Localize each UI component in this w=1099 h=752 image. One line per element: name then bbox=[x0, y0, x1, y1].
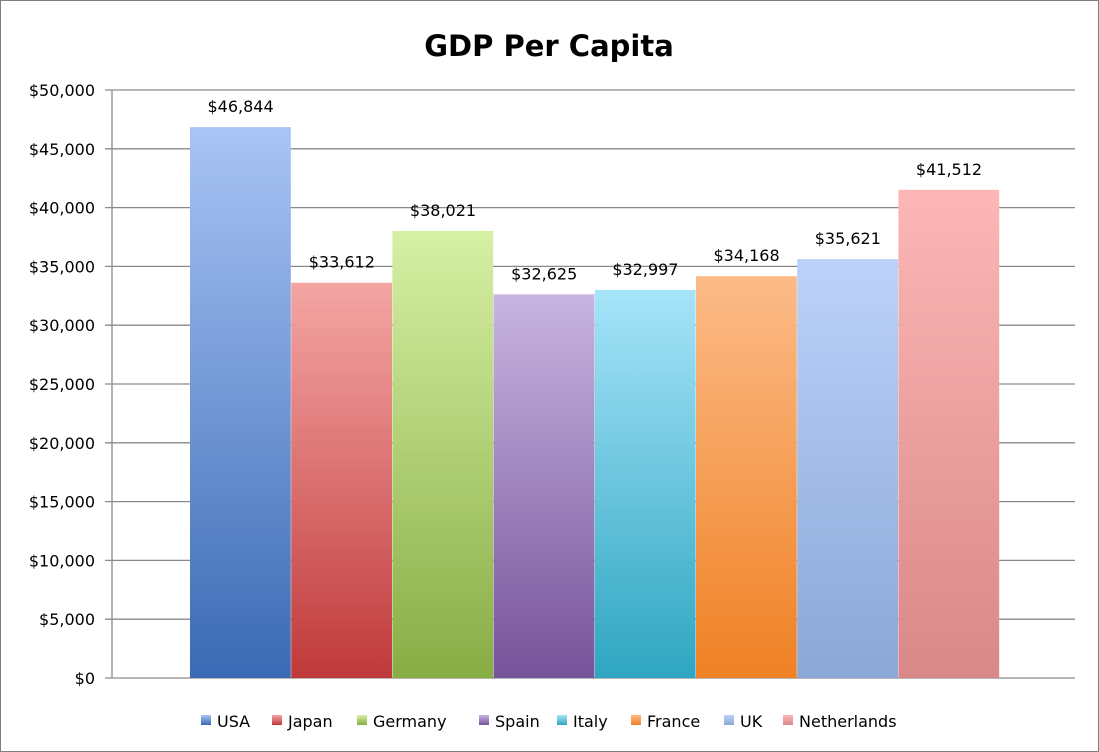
y-tick-label: $40,000 bbox=[29, 199, 95, 218]
y-tick-label: $45,000 bbox=[29, 140, 95, 159]
y-tick-label: $15,000 bbox=[29, 493, 95, 512]
y-tick-label: $10,000 bbox=[29, 551, 95, 570]
data-label: $34,168 bbox=[714, 246, 780, 265]
y-axis-ticks: $0 $5,000 $10,000 $15,000 $20,000 $25,000 $30,… bbox=[29, 81, 95, 688]
data-label: $32,997 bbox=[612, 260, 678, 279]
y-tick-label: $30,000 bbox=[29, 316, 95, 335]
y-tick-label: $0 bbox=[75, 669, 95, 688]
data-labels: $46,844 $33,612 $38,021 $32,625 $32,997 $34,1… bbox=[208, 97, 983, 283]
legend-label: Italy bbox=[573, 712, 608, 731]
y-tick-label: $20,000 bbox=[29, 434, 95, 453]
data-label: $46,844 bbox=[208, 97, 274, 116]
legend-label: Spain bbox=[495, 712, 540, 731]
bar-netherlands bbox=[898, 189, 1000, 678]
legend-label: UK bbox=[740, 712, 763, 731]
bar-japan bbox=[291, 282, 392, 678]
legend-swatch bbox=[783, 715, 793, 725]
legend-label: USA bbox=[217, 712, 250, 731]
data-label: $33,612 bbox=[309, 253, 375, 272]
legend-swatch bbox=[272, 715, 282, 725]
legend-label: Japan bbox=[287, 712, 333, 731]
bar-france bbox=[696, 276, 797, 678]
legend-swatch bbox=[479, 715, 489, 725]
legend-label: Netherlands bbox=[799, 712, 897, 731]
legend-swatch bbox=[631, 715, 641, 725]
bar-italy bbox=[594, 289, 696, 678]
bar-usa bbox=[190, 127, 291, 678]
bar-uk bbox=[797, 259, 898, 678]
bar-spain bbox=[493, 294, 595, 678]
data-label: $41,512 bbox=[916, 160, 982, 179]
data-label: $38,021 bbox=[410, 201, 476, 220]
legend-swatch bbox=[357, 715, 367, 725]
y-tick-label: $5,000 bbox=[39, 610, 95, 629]
legend-label: France bbox=[647, 712, 700, 731]
legend: USA Japan Germany Spain Italy France UK Netherl… bbox=[201, 712, 897, 731]
legend-swatch bbox=[724, 715, 734, 725]
bar-germany bbox=[392, 230, 494, 678]
legend-swatch bbox=[557, 715, 567, 725]
legend-swatch bbox=[201, 715, 211, 725]
y-tick-label: $35,000 bbox=[29, 257, 95, 276]
bars bbox=[190, 127, 1000, 678]
data-label: $35,621 bbox=[815, 229, 881, 248]
legend-label: Germany bbox=[373, 712, 447, 731]
y-tick-label: $50,000 bbox=[29, 81, 95, 100]
data-label: $32,625 bbox=[511, 264, 577, 283]
y-tick-label: $25,000 bbox=[29, 375, 95, 394]
chart-title: GDP Per Capita bbox=[424, 29, 674, 63]
